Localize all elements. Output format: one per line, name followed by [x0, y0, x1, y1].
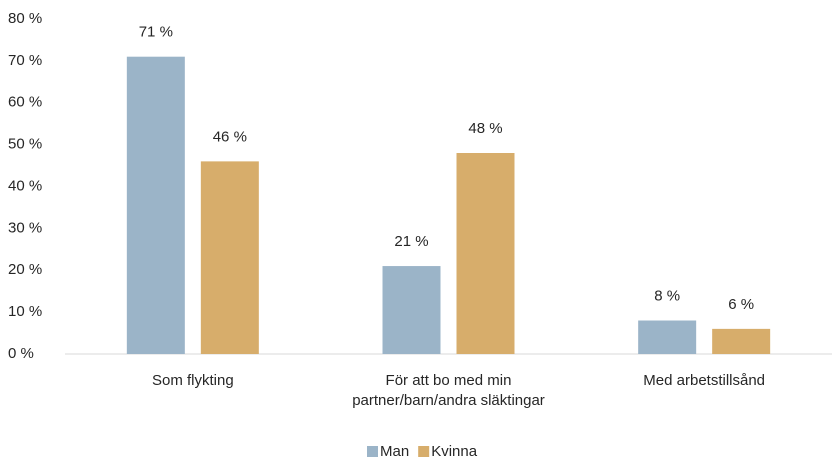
bar	[382, 266, 441, 354]
legend-label: Kvinna	[431, 443, 478, 460]
value-label: 48 %	[468, 120, 502, 137]
value-label: 71 %	[139, 24, 173, 41]
y-tick-label: 0 %	[8, 345, 34, 362]
value-label: 8 %	[654, 287, 680, 304]
x-tick-label: För att bo med min partner/barn/andra slä…	[352, 372, 545, 409]
value-label: 6 %	[728, 296, 754, 313]
x-tick-label: Med arbetstillsånd	[643, 372, 765, 389]
x-tick-label: Som flykting	[152, 372, 234, 389]
y-tick-label: 80 %	[8, 10, 42, 27]
bar	[456, 153, 515, 354]
value-label: 46 %	[213, 128, 247, 145]
y-tick-label: 30 %	[8, 219, 42, 236]
y-tick-label: 40 %	[8, 177, 42, 194]
bar	[712, 328, 771, 354]
y-tick-label: 60 %	[8, 94, 42, 111]
value-label: 21 %	[394, 233, 428, 250]
bar	[200, 161, 259, 354]
bar	[638, 320, 697, 354]
legend-swatch	[367, 446, 378, 457]
y-tick-label: 20 %	[8, 261, 42, 278]
legend-swatch	[418, 446, 430, 457]
legend-label: Man	[380, 443, 409, 460]
y-tick-label: 70 %	[8, 52, 42, 69]
y-tick-label: 10 %	[8, 303, 42, 320]
y-tick-label: 50 %	[8, 136, 42, 153]
bar	[126, 56, 185, 354]
